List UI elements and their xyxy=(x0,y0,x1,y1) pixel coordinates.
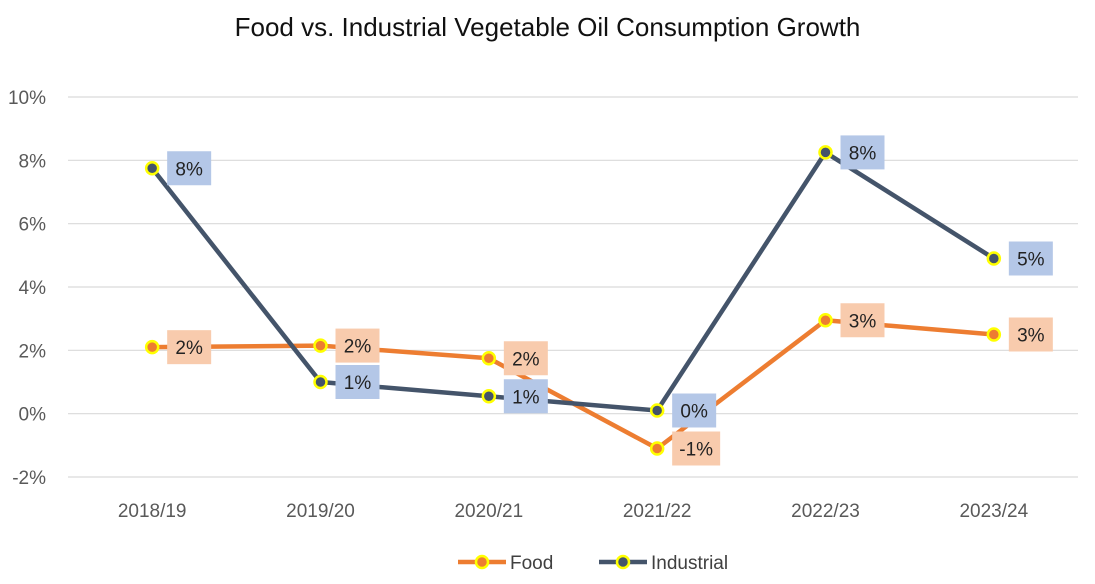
data-label-box xyxy=(1008,317,1053,352)
data-point-industrial xyxy=(144,161,160,176)
data-label-food: 2% xyxy=(335,328,380,363)
x-tick-label: 2020/21 xyxy=(454,501,523,522)
x-tick-label: 2019/20 xyxy=(286,501,355,522)
data-point-food xyxy=(144,339,160,355)
data-label-text: 5% xyxy=(1017,250,1045,271)
data-point-industrial xyxy=(818,145,833,160)
x-tick-label: 2022/23 xyxy=(791,501,860,522)
legend: Food Industrial xyxy=(458,553,728,574)
data-label-text: 3% xyxy=(1017,326,1045,347)
legend-marker xyxy=(474,554,490,570)
data-label-text: 3% xyxy=(849,311,877,332)
data-point-industrial xyxy=(986,251,1002,266)
data-point-food xyxy=(818,313,833,328)
data-label-box xyxy=(840,135,885,170)
legend-label: Industrial xyxy=(651,553,728,574)
data-point-industrial xyxy=(649,403,665,418)
data-label-food: 2% xyxy=(167,330,212,365)
data-label-box xyxy=(335,365,380,399)
y-tick-label: 8% xyxy=(19,151,47,172)
data-label-industrial: 8% xyxy=(840,135,885,170)
data-label-industrial: 1% xyxy=(503,379,548,414)
y-axis-tick-labels: -2% 0% 2% 4% 6% 8% 10% xyxy=(8,88,46,489)
legend-label: Food xyxy=(510,553,553,574)
data-labels: 2% 2% 2% -1% 3% 3% 8% 1% 1% 0% 8% 5% xyxy=(167,135,1053,466)
data-label-industrial: 1% xyxy=(335,365,380,399)
data-point-industrial xyxy=(313,374,328,390)
y-tick-label: 2% xyxy=(19,341,47,362)
data-point-food xyxy=(649,441,665,456)
data-label-box xyxy=(1008,241,1053,276)
data-label-industrial: 0% xyxy=(672,393,717,428)
data-label-food: -1% xyxy=(672,431,721,466)
data-label-text: 2% xyxy=(512,349,540,370)
y-tick-label: 6% xyxy=(19,215,47,236)
legend-item-industrial: Industrial xyxy=(599,553,728,574)
data-label-text: 2% xyxy=(344,337,372,358)
x-tick-label: 2021/22 xyxy=(623,501,692,522)
legend-marker xyxy=(615,554,631,570)
series-line-industrial xyxy=(150,150,996,413)
data-label-box xyxy=(840,303,885,338)
y-tick-label: 10% xyxy=(8,88,46,109)
data-point-food xyxy=(313,338,328,353)
data-label-box xyxy=(503,379,548,414)
y-tick-label: -2% xyxy=(12,468,46,489)
data-label-industrial: 8% xyxy=(167,151,212,186)
series-lines xyxy=(144,145,1002,456)
data-label-text: -1% xyxy=(679,440,713,461)
gridlines xyxy=(68,96,1078,478)
data-label-text: 0% xyxy=(680,402,708,423)
y-tick-label: 4% xyxy=(19,278,47,299)
x-axis-tick-labels: 2018/19 2019/20 2020/21 2021/22 2022/23 2023/… xyxy=(118,501,1029,522)
data-point-food xyxy=(481,351,497,366)
data-label-box xyxy=(167,151,212,186)
data-label-text: 2% xyxy=(175,338,203,359)
data-label-food: 2% xyxy=(503,341,548,376)
legend-item-food: Food xyxy=(458,553,553,574)
data-label-box xyxy=(672,431,721,466)
series-line-food xyxy=(152,318,995,451)
x-tick-label: 2023/24 xyxy=(959,501,1028,522)
chart-title: Food vs. Industrial Vegetable Oil Consum… xyxy=(234,12,861,42)
data-label-text: 1% xyxy=(344,373,372,394)
data-label-box xyxy=(672,393,717,428)
data-label-box xyxy=(335,328,380,363)
data-point-industrial xyxy=(481,389,497,404)
data-label-box xyxy=(503,341,548,376)
data-label-food: 3% xyxy=(840,303,885,338)
data-label-text: 1% xyxy=(512,387,540,408)
data-label-food: 3% xyxy=(1008,317,1053,352)
data-label-text: 8% xyxy=(849,143,877,164)
data-label-industrial: 5% xyxy=(1008,241,1053,276)
data-label-box xyxy=(167,330,212,365)
data-label-text: 8% xyxy=(175,159,203,180)
data-point-food xyxy=(986,327,1002,342)
x-tick-label: 2018/19 xyxy=(118,501,187,522)
y-tick-label: 0% xyxy=(19,405,47,426)
